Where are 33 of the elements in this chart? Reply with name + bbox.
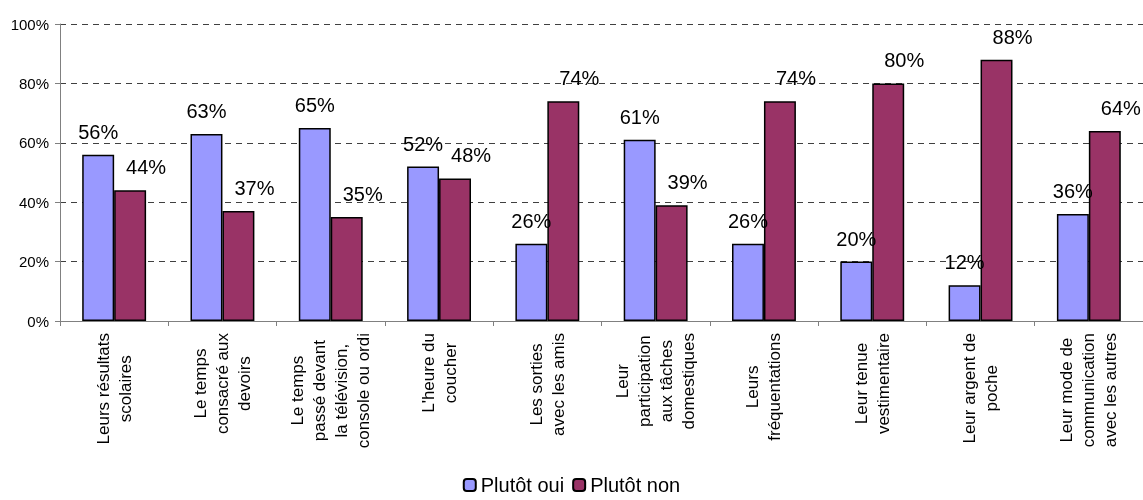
x-tick-label: Leur participation aux tâches domestiques — [613, 333, 699, 430]
x-tick-label: Les sorties avec les amis — [526, 333, 568, 436]
data-label: 64% — [1100, 96, 1142, 119]
data-label: 63% — [186, 99, 227, 122]
x-tick-label: Leur tenue vestimentaire — [851, 332, 893, 435]
x-tick-label: Leurs résultats scolaires — [93, 333, 135, 445]
data-label: 52% — [403, 132, 444, 155]
data-label: 39% — [667, 171, 708, 194]
data-label: 74% — [775, 67, 817, 90]
legend-label: Plutôt oui — [480, 474, 565, 496]
x-tick-label: Le temps passé devant la télévision, console ou ordi — [288, 332, 374, 449]
data-label: 65% — [294, 93, 336, 116]
data-label: 88% — [992, 25, 1033, 48]
x-tick-label: Leur argent de poche — [960, 332, 1002, 444]
data-label: 44% — [126, 156, 167, 179]
y-tick-label: 0% — [27, 312, 49, 330]
data-label: 61% — [619, 105, 660, 128]
y-tick-label: 100% — [10, 15, 49, 33]
x-tick-label: L'heure du coucher — [418, 333, 460, 413]
y-tick-label: 60% — [18, 134, 49, 152]
data-label: 80% — [884, 49, 925, 72]
data-label: 35% — [342, 183, 383, 206]
y-tick-label: 80% — [18, 74, 49, 92]
y-tick-label: 20% — [18, 253, 49, 271]
data-label: 37% — [234, 177, 275, 200]
x-tick-label: Leur mode de communication avec les autres — [1057, 333, 1121, 448]
data-label: 48% — [451, 144, 492, 167]
x-tick-label: Leurs fréquentations — [743, 333, 785, 441]
x-tick-label: Le temps consacré aux devoirs — [190, 332, 254, 435]
legend-label: Plutôt non — [590, 474, 681, 496]
y-tick-label: 40% — [18, 193, 49, 211]
data-label: 74% — [559, 67, 600, 90]
data-label: 56% — [78, 120, 119, 143]
